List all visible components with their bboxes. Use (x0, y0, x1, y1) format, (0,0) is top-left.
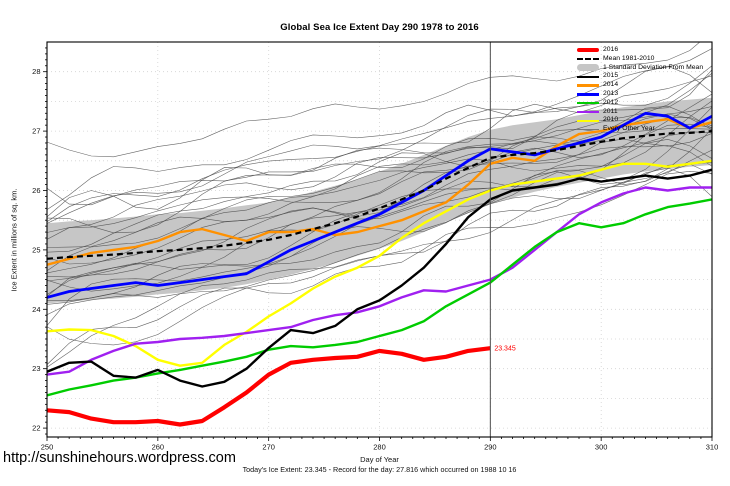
legend-label: 2015 (603, 72, 619, 80)
y-tick-label: 26 (32, 186, 40, 195)
background-year-line (47, 117, 712, 248)
series-2015-line (47, 168, 712, 388)
legend-item-2015: 2015 (577, 72, 703, 81)
background-year-line (47, 105, 712, 253)
source-url-link[interactable]: http://sunshinehours.wordpress.com (3, 450, 236, 466)
x-tick-label: 250 (41, 443, 54, 452)
y-tick-label: 23 (32, 364, 40, 373)
y-tick-label: 27 (32, 127, 40, 136)
legend-swatch (577, 58, 599, 61)
legend-label: 2010 (603, 116, 619, 124)
legend-swatch (577, 75, 599, 79)
y-tick-label: 22 (32, 424, 40, 433)
series-2012-line (47, 198, 712, 397)
legend-swatch (577, 110, 599, 114)
legend-swatch (577, 64, 599, 72)
series-2011-line (47, 186, 712, 376)
legend: 2016 Mean 1981-2010 1 Standard Deviation F… (577, 46, 703, 134)
legend-item-1-standard-deviation-from-mean: 1 Standard Deviation From Mean (577, 64, 703, 73)
legend-swatch (577, 101, 599, 105)
legend-item-every-other-year: Every Other Year (577, 125, 703, 134)
legend-label: 1 Standard Deviation From Mean (603, 63, 704, 71)
legend-swatch (577, 48, 599, 53)
x-tick-label: 300 (595, 443, 608, 452)
series-2014-line (47, 117, 712, 266)
axis-ticks (43, 47, 713, 441)
x-tick-label: 280 (373, 443, 386, 452)
legend-item-2010: 2010 (577, 116, 703, 125)
background-year-line (47, 69, 712, 240)
legend-item-2011: 2011 (577, 108, 703, 117)
background-year-line (47, 72, 712, 218)
background-year-line (47, 162, 712, 326)
background-year-line (47, 149, 712, 302)
background-year-line (47, 170, 712, 365)
background-year-line (47, 131, 712, 295)
legend-item-2013: 2013 (577, 90, 703, 99)
x-axis-label: Day of Year (360, 455, 399, 464)
legend-swatch (577, 119, 599, 123)
series-2010-line (47, 159, 712, 367)
x-tick-label: 290 (484, 443, 497, 452)
mean-1981-2010-line (47, 130, 712, 260)
background-year-line (47, 65, 712, 206)
legend-item-mean-1981-2010: Mean 1981-2010 (577, 55, 703, 64)
background-year-line (47, 65, 712, 210)
legend-label: 2013 (603, 89, 619, 97)
legend-label: 2016 (603, 46, 619, 53)
plot-data-layer (47, 42, 712, 427)
legend-label: 2012 (603, 98, 619, 106)
y-axis-label: Ice Extent in millions of sq. km. (9, 188, 19, 292)
legend-label: Every Other Year (603, 125, 655, 133)
background-year-line (47, 138, 712, 297)
background-year-line (47, 93, 712, 282)
legend-swatch (577, 84, 599, 87)
background-year-line (47, 42, 701, 158)
legend-label: Mean 1981-2010 (603, 54, 655, 62)
legend-label: 2014 (603, 81, 619, 89)
legend-item-2014: 2014 (577, 81, 703, 90)
series-2013-line (47, 111, 712, 299)
background-year-line (47, 75, 712, 223)
y-tick-label: 24 (32, 305, 40, 314)
background-year-line (47, 106, 712, 234)
legend-item-2012: 2012 (577, 99, 703, 108)
y-tick-label: 25 (32, 245, 40, 254)
legend-swatch (577, 93, 599, 96)
todays-extent-footnote: Today's Ice Extent: 23.345 - Record for … (242, 465, 517, 474)
legend-item-2016: 2016 (577, 46, 703, 55)
series-2016-line (47, 346, 491, 427)
x-tick-label: 260 (152, 443, 165, 452)
x-tick-label: 310 (706, 443, 719, 452)
today-value-label: 23.345 (494, 346, 516, 353)
chart-title: Global Sea Ice Extent Day 290 1978 to 20… (280, 22, 479, 33)
std-deviation-band (47, 97, 712, 304)
x-tick-label: 270 (262, 443, 275, 452)
y-tick-label: 28 (32, 67, 40, 76)
legend-swatch (577, 129, 599, 131)
background-year-line (47, 163, 712, 292)
legend-label: 2011 (603, 107, 618, 115)
